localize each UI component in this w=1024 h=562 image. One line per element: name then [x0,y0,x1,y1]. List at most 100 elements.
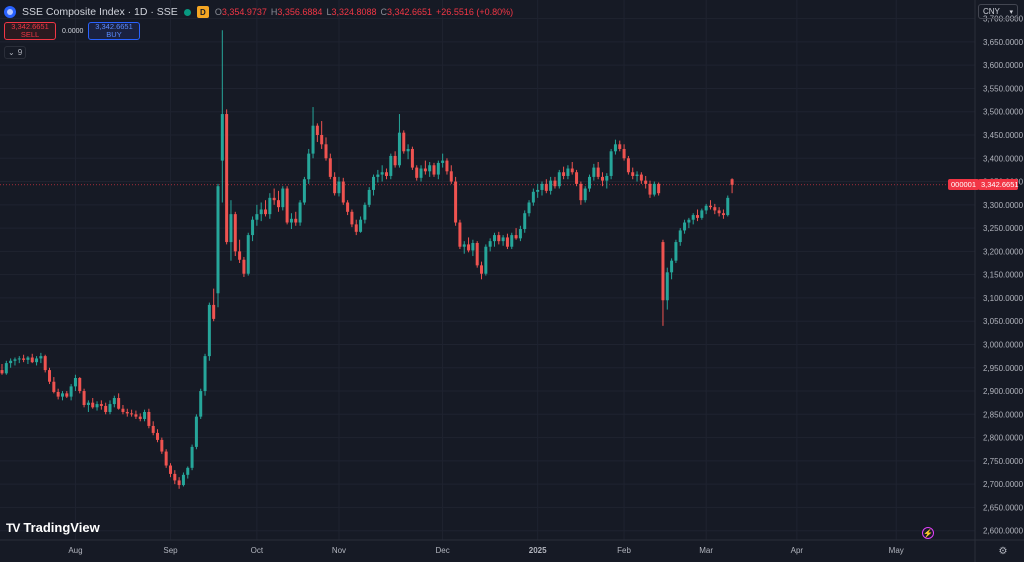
candle-body [536,189,540,192]
candle-body [56,391,60,397]
chart-grid [0,0,975,540]
candle-body [311,125,315,154]
candle-body [35,358,39,363]
candle [596,162,600,180]
candle [311,107,315,159]
candle [389,153,393,180]
candle-body [462,244,466,247]
candle [121,405,125,415]
candle-body [264,209,268,215]
candle [220,30,224,203]
candle [609,148,613,180]
candle-body [82,391,86,405]
candle [272,188,276,205]
candle [160,437,164,454]
candle-body [350,211,354,225]
y-tick-label: 2,950.0000 [983,364,1024,373]
candle-body [683,222,687,231]
candle-body [492,235,496,242]
candle [536,183,540,198]
lightning-icon[interactable]: ⚡ [922,527,934,539]
candle-body [186,467,190,475]
candle [657,182,661,196]
candle [242,256,246,277]
candle-body [618,144,622,149]
candle-body [562,172,566,176]
candle [730,178,734,194]
candle [449,165,453,184]
candle [52,377,56,394]
buy-button[interactable]: 3,342.6651 BUY [88,22,140,40]
candle [203,353,207,396]
indicators-toggle-button[interactable]: ⌄ 9 [4,46,27,59]
tradingview-logo[interactable]: TV TradingView [6,520,100,535]
candle-body [302,179,306,203]
candle [549,176,553,195]
candle [575,169,579,187]
candle [566,165,570,180]
candle [380,165,384,182]
candle [4,360,8,375]
chevron-down-icon: ⌄ [8,48,15,57]
candle-body [544,183,548,191]
candle [588,174,592,192]
candle [147,408,151,429]
chart-header: SSE Composite Index · 1D · SSE D O3,354.… [4,4,513,20]
y-tick-label: 3,500.0000 [983,108,1024,117]
candle-body [143,411,147,419]
candle-body [540,183,544,190]
candle-body [0,370,4,374]
candle [30,353,34,364]
y-tick-label: 3,000.0000 [983,340,1024,349]
candle [255,204,259,226]
candle-body [181,474,185,486]
candle-body [246,235,250,274]
candle [294,211,298,226]
candle [367,187,371,208]
candle [281,186,285,211]
candle-body [678,230,682,243]
candle [9,358,13,368]
candle [454,176,458,226]
candle [704,203,708,215]
candle [428,162,432,177]
candle [402,130,406,154]
y-tick-label: 3,100.0000 [983,294,1024,303]
candle-body [372,176,376,190]
gear-icon[interactable]: ⚙ [998,545,1008,557]
candle [531,188,535,206]
candle [168,463,172,478]
candle-body [233,214,237,252]
candle [251,216,255,242]
candle [363,202,367,224]
candle-body [691,215,695,220]
candle [683,219,687,234]
candle [484,244,488,276]
candle [553,176,557,189]
candle-body [432,165,436,175]
sell-button[interactable]: 3,342.6651 SELL [4,22,56,40]
candle-body [708,205,712,208]
currency-select[interactable]: CNY ▾ [978,4,1018,19]
candle [384,168,388,180]
candle-body [86,402,90,405]
candle [229,200,233,261]
candle-body [130,413,134,415]
candle [583,186,587,203]
candle-body [30,357,34,363]
candle [700,208,704,220]
candle-body [138,416,142,419]
candle-body [112,398,116,405]
candle-body [480,265,484,274]
candle [652,181,656,197]
candle-body [635,174,639,176]
candle-body [359,219,363,232]
candle [350,209,354,228]
candle [125,408,129,417]
symbol-title[interactable]: SSE Composite Index · 1D · SSE [22,6,178,18]
candle [665,267,669,310]
delayed-badge: D [196,6,209,18]
candle [216,183,220,308]
candle [674,239,678,264]
